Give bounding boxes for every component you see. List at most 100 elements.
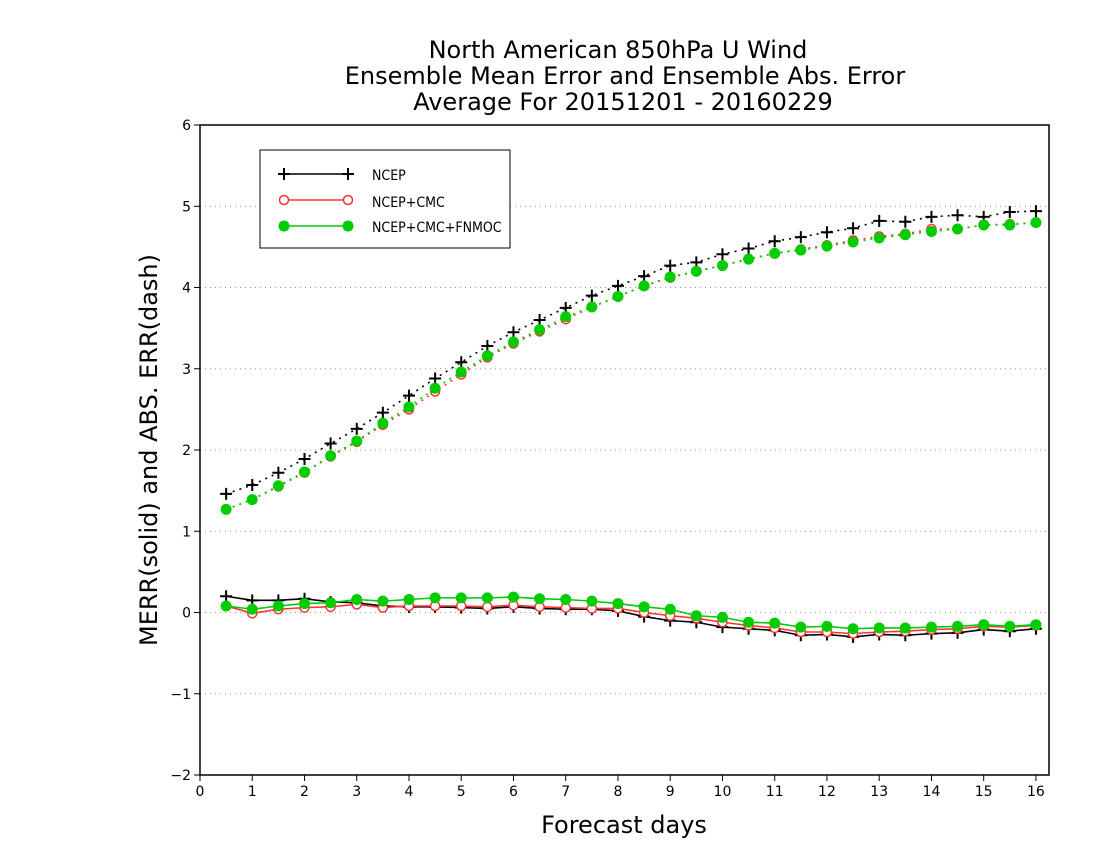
x-tick-label-10: 10 [714, 784, 732, 800]
abs-err-point-ncep-cmc-fnmoc-15 [612, 290, 624, 302]
abs-err-point-ncep-4 [324, 437, 337, 450]
merr-point-ncep-cmc-fnmoc-6 [377, 595, 389, 607]
chart-subtitle-line-2: Average For 20151201 - 20160229 [413, 88, 833, 116]
plot-area [220, 205, 1042, 643]
abs-err-point-ncep-cmc-fnmoc-1 [246, 494, 258, 506]
x-axis-title: Forecast days [541, 811, 707, 839]
y-tick-label-0: 0 [182, 606, 191, 622]
y-tick-label-3: 3 [182, 362, 191, 378]
abs-err-point-ncep-22 [794, 231, 807, 244]
merr-point-ncep-0 [220, 590, 233, 603]
legend-label-ncep: NCEP [372, 168, 406, 184]
merr-point-ncep-cmc-fnmoc-1 [246, 603, 258, 615]
merr-point-ncep-cmc-fnmoc-25 [873, 622, 885, 634]
merr-point-ncep-cmc-fnmoc-4 [325, 597, 337, 609]
abs-err-point-ncep-12 [533, 314, 546, 326]
abs-err-point-ncep-16 [638, 270, 651, 283]
merr-point-ncep-cmc-fnmoc-21 [769, 617, 781, 629]
abs-err-point-ncep-5 [350, 422, 363, 435]
merr-point-ncep-cmc-fnmoc-26 [899, 622, 911, 634]
abs-err-point-ncep-cmc-fnmoc-24 [847, 236, 859, 248]
x-tick-label-15: 15 [975, 784, 993, 800]
merr-point-ncep-cmc-fnmoc-24 [847, 623, 859, 635]
merr-point-ncep-cmc-fnmoc-3 [298, 598, 310, 610]
abs-err-point-ncep-2 [272, 466, 285, 479]
abs-err-point-ncep-cmc-fnmoc-30 [1004, 219, 1016, 231]
x-tick-label-16: 16 [1027, 784, 1045, 800]
abs-err-point-ncep-3 [298, 452, 311, 465]
abs-err-point-ncep-cmc-fnmoc-19 [716, 260, 728, 272]
merr-point-ncep-cmc-fnmoc-11 [507, 591, 519, 603]
merr-point-ncep-cmc-fnmoc-5 [351, 594, 363, 605]
abs-err-point-ncep-cmc-fnmoc-16 [638, 280, 650, 292]
chart-subtitle-line-1: Ensemble Mean Error and Ensemble Abs. Er… [345, 62, 906, 90]
abs-err-point-ncep-cmc-fnmoc-0 [220, 503, 232, 515]
x-tick-label-14: 14 [923, 784, 941, 800]
abs-err-point-ncep-23 [820, 226, 833, 239]
x-tick-label-7: 7 [561, 784, 570, 800]
abs-err-point-ncep-cmc-fnmoc-7 [403, 401, 415, 413]
abs-err-point-ncep-cmc-fnmoc-27 [925, 225, 937, 237]
x-tick-label-0: 0 [196, 784, 205, 800]
abs-err-point-ncep-cmc-fnmoc-13 [560, 311, 572, 323]
legend-box [259, 149, 511, 249]
merr-point-ncep-cmc-fnmoc-27 [925, 621, 937, 633]
merr-point-ncep-cmc-fnmoc-14 [586, 595, 598, 607]
legend: NCEP NCEP+CMC NCEP+CMC+FNMOC [259, 149, 511, 249]
legend-marker-right-ncep-cmc-fnmoc [342, 220, 354, 232]
x-tick-label-6: 6 [509, 784, 518, 800]
abs-err-point-ncep-cmc-fnmoc-4 [325, 450, 337, 462]
abs-err-point-ncep-cmc-fnmoc-12 [534, 324, 546, 336]
series-ncep-cmc [220, 217, 1042, 639]
abs-err-point-ncep-cmc-fnmoc-20 [743, 253, 755, 265]
legend-label-ncep-cmc-fnmoc: NCEP+CMC+FNMOC [372, 220, 502, 236]
merr-point-ncep-cmc-fnmoc-31 [1030, 619, 1042, 631]
abs-err-point-ncep-cmc-fnmoc-23 [821, 240, 833, 252]
abs-err-point-ncep-11 [507, 326, 520, 339]
x-tick-label-11: 11 [766, 784, 784, 800]
abs-err-point-ncep-cmc-fnmoc-5 [351, 435, 363, 447]
merr-point-ncep-cmc-fnmoc-10 [481, 592, 493, 604]
abs-err-point-ncep-0 [220, 487, 233, 500]
legend-marker-left-ncep-cmc-fnmoc [278, 220, 290, 232]
x-tick-label-5: 5 [457, 784, 466, 800]
abs-err-point-ncep-17 [664, 259, 677, 272]
x-tick-label-9: 9 [666, 784, 675, 800]
abs-err-point-ncep-cmc-fnmoc-17 [664, 271, 676, 283]
x-tick-label-2: 2 [300, 784, 309, 800]
x-tick-label-13: 13 [870, 784, 888, 800]
abs-err-point-ncep-26 [899, 215, 912, 228]
abs-err-point-ncep-cmc-fnmoc-11 [507, 336, 519, 348]
abs-err-point-ncep-30 [1003, 205, 1016, 218]
abs-err-point-ncep-cmc-fnmoc-6 [377, 417, 389, 429]
merr-point-ncep-cmc-fnmoc-13 [560, 594, 572, 605]
legend-marker-right-ncep-cmc [342, 194, 354, 206]
merr-point-ncep-cmc-fnmoc-20 [743, 616, 755, 628]
merr-line-ncep-cmc [225, 603, 1036, 635]
series-ncep-cmc-fnmoc [220, 217, 1042, 635]
abs-err-line-ncep [225, 210, 1036, 495]
merr-point-ncep-cmc-fnmoc-15 [612, 598, 624, 610]
abs-err-point-ncep-cmc-fnmoc-9 [455, 366, 467, 378]
x-tick-label-1: 1 [248, 784, 257, 800]
merr-point-ncep-cmc-fnmoc-9 [455, 592, 467, 604]
x-tick-label-8: 8 [614, 784, 623, 800]
y-axis-title: MERR(solid) and ABS. ERR(dash) [135, 254, 163, 646]
merr-point-ncep-cmc-fnmoc-17 [664, 603, 676, 615]
x-tick-label-4: 4 [405, 784, 414, 800]
abs-err-point-ncep-24 [847, 222, 860, 235]
merr-point-ncep-cmc-fnmoc-22 [795, 621, 807, 633]
abs-err-point-ncep-cmc-fnmoc-14 [586, 301, 598, 313]
abs-err-point-ncep-1 [246, 478, 259, 491]
gridlines [200, 205, 1049, 695]
merr-point-ncep-cmc-fnmoc-12 [534, 593, 546, 605]
abs-err-point-ncep-15 [611, 279, 624, 292]
legend-label-ncep-cmc: NCEP+CMC [372, 195, 445, 211]
abs-err-line-ncep-cmc-fnmoc [225, 221, 1037, 511]
abs-err-point-ncep-27 [925, 210, 938, 223]
merr-point-ncep-cmc-fnmoc-16 [638, 601, 650, 613]
abs-err-point-ncep-cmc-fnmoc-28 [952, 223, 964, 235]
abs-err-point-ncep-10 [481, 340, 494, 352]
